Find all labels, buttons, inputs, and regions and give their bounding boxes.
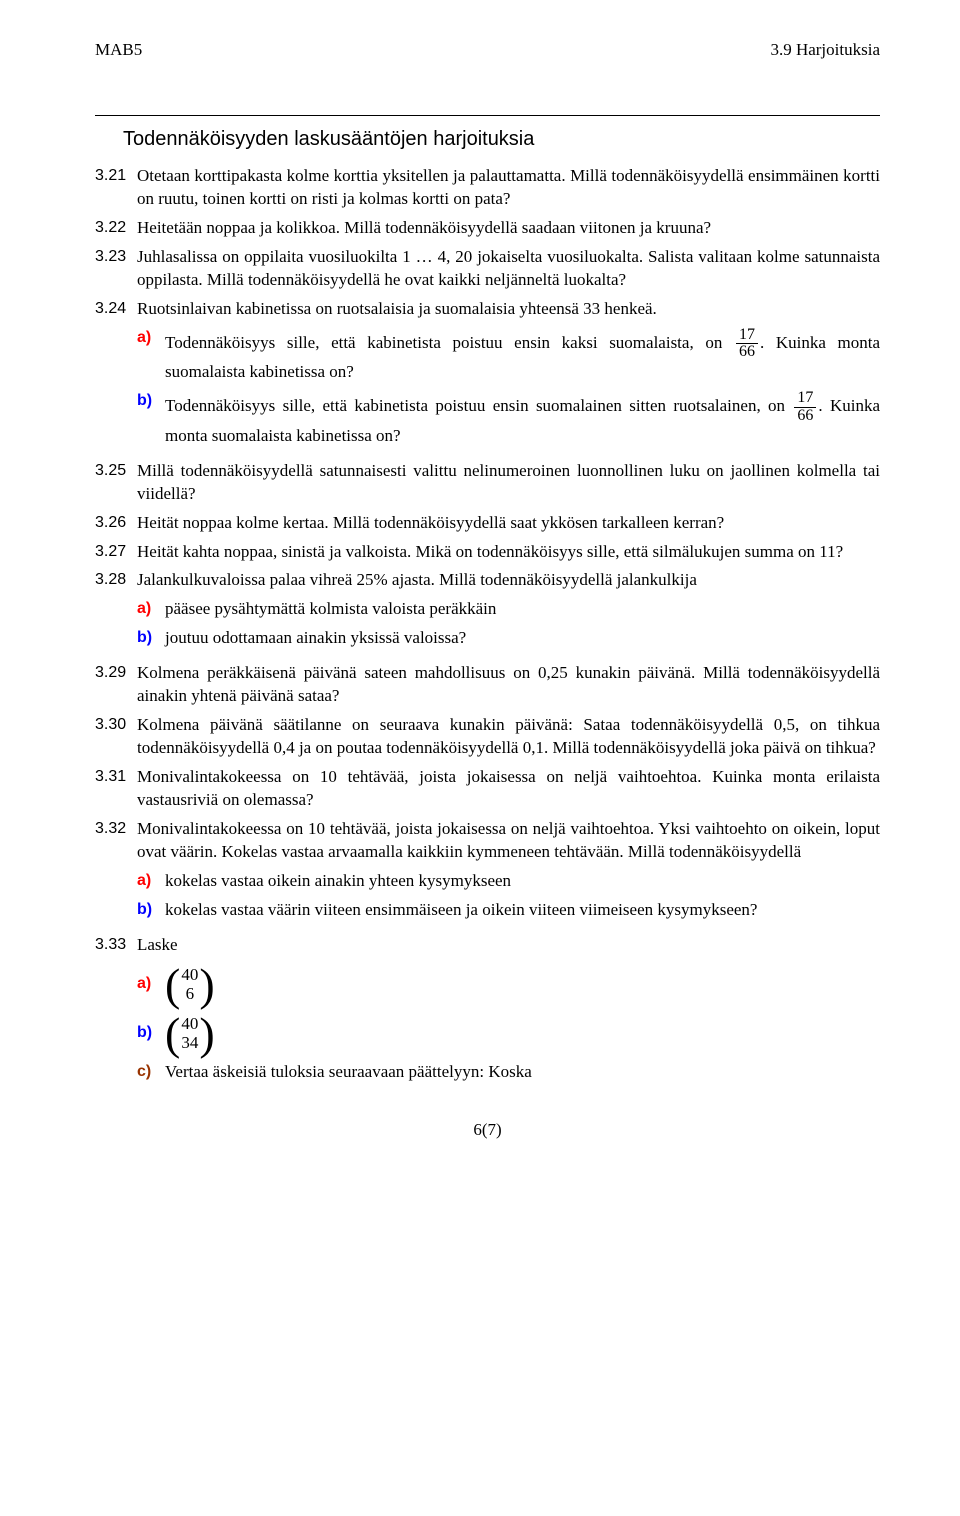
subitem-a: a) pääsee pysähtymättä kolmista valoista… xyxy=(137,598,880,621)
subitem-a: a) ( 40 6 ) xyxy=(137,963,880,1006)
section-title: Todennäköisyyden laskusääntöjen harjoitu… xyxy=(123,128,880,151)
exercise-3-31: 3.31 Monivalintakokeessa on 10 tehtävää,… xyxy=(95,766,880,812)
exercise-3-26: 3.26 Heität noppaa kolme kertaa. Millä t… xyxy=(95,512,880,535)
header-right: 3.9 Harjoituksia xyxy=(770,40,880,60)
label-b: b) xyxy=(137,899,165,921)
exercise-3-30: 3.30 Kolmena päivänä säätilanne on seura… xyxy=(95,714,880,760)
label-c: c) xyxy=(137,1061,165,1083)
binomial: ( 40 6 ) xyxy=(165,965,215,1004)
subitem-text: Vertaa äskeisiä tuloksia seuraavaan päät… xyxy=(165,1061,880,1084)
label-b: b) xyxy=(137,1022,165,1044)
exercise-body: Laske a) ( 40 6 ) xyxy=(137,934,880,1090)
exercise-3-23: 3.23 Juhlasalissa on oppilaita vuosiluok… xyxy=(95,246,880,292)
exercise-3-29: 3.29 Kolmena peräkkäisenä päivänä sateen… xyxy=(95,662,880,708)
subitem-text: kokelas vastaa väärin viiteen ensimmäise… xyxy=(165,899,880,922)
fraction: 17 66 xyxy=(736,327,758,362)
fraction: 17 66 xyxy=(794,390,816,425)
label-b: b) xyxy=(137,627,165,649)
divider xyxy=(95,115,880,116)
exercise-text: Juhlasalissa on oppilaita vuosiluokilta … xyxy=(137,246,880,292)
exercise-number: 3.31 xyxy=(95,766,137,812)
exercise-3-27: 3.27 Heität kahta noppaa, sinistä ja val… xyxy=(95,541,880,564)
subitem-text: ( 40 6 ) xyxy=(165,963,880,1006)
exercise-text: Millä todennäköisyydellä satunnaisesti v… xyxy=(137,460,880,506)
subitem-c: c) Vertaa äskeisiä tuloksia seuraavaan p… xyxy=(137,1061,880,1084)
exercise-number: 3.23 xyxy=(95,246,137,292)
subitem-b: b) joutuu odottamaan ainakin yksissä val… xyxy=(137,627,880,650)
label-a: a) xyxy=(137,870,165,892)
subitem-text: pääsee pysähtymättä kolmista valoista pe… xyxy=(165,598,880,621)
exercise-text: Monivalintakokeessa on 10 tehtävää, jois… xyxy=(137,818,880,864)
exercise-text: Otetaan korttipakasta kolme korttia yksi… xyxy=(137,165,880,211)
subitem-b: b) ( 40 34 ) xyxy=(137,1012,880,1055)
exercise-text: Laske xyxy=(137,934,880,957)
exercise-number: 3.24 xyxy=(95,298,137,454)
subitem-b: b) kokelas vastaa väärin viiteen ensimmä… xyxy=(137,899,880,922)
exercise-text: Ruotsinlaivan kabinetissa on ruotsalaisi… xyxy=(137,298,880,321)
exercise-body: Ruotsinlaivan kabinetissa on ruotsalaisi… xyxy=(137,298,880,454)
exercise-body: Jalankulkuvaloissa palaa vihreä 25% ajas… xyxy=(137,569,880,656)
exercise-3-33: 3.33 Laske a) ( 40 6 ) xyxy=(95,934,880,1090)
exercise-number: 3.27 xyxy=(95,541,137,564)
subitem-text: Todennäköisyys sille, että kabinetista p… xyxy=(165,390,880,448)
exercise-text: Heitetään noppaa ja kolikkoa. Millä tode… xyxy=(137,217,880,240)
exercise-number: 3.28 xyxy=(95,569,137,656)
subitem-a: a) kokelas vastaa oikein ainakin yhteen … xyxy=(137,870,880,893)
subitem-text: Todennäköisyys sille, että kabinetista p… xyxy=(165,327,880,385)
exercise-3-25: 3.25 Millä todennäköisyydellä satunnaise… xyxy=(95,460,880,506)
exercise-number: 3.32 xyxy=(95,818,137,928)
subitem-text: kokelas vastaa oikein ainakin yhteen kys… xyxy=(165,870,880,893)
exercise-3-21: 3.21 Otetaan korttipakasta kolme korttia… xyxy=(95,165,880,211)
exercise-3-24: 3.24 Ruotsinlaivan kabinetissa on ruotsa… xyxy=(95,298,880,454)
exercise-3-32: 3.32 Monivalintakokeessa on 10 tehtävää,… xyxy=(95,818,880,928)
label-a: a) xyxy=(137,973,165,995)
label-b: b) xyxy=(137,390,165,412)
subitem-b: b) Todennäköisyys sille, että kabinetist… xyxy=(137,390,880,448)
exercise-text: Jalankulkuvaloissa palaa vihreä 25% ajas… xyxy=(137,569,880,592)
exercise-number: 3.29 xyxy=(95,662,137,708)
exercise-number: 3.26 xyxy=(95,512,137,535)
subitem-text: joutuu odottamaan ainakin yksissä valois… xyxy=(165,627,880,650)
exercise-number: 3.33 xyxy=(95,934,137,1090)
exercise-body: Monivalintakokeessa on 10 tehtävää, jois… xyxy=(137,818,880,928)
binomial: ( 40 34 ) xyxy=(165,1014,215,1053)
page-number: 6(7) xyxy=(95,1120,880,1140)
exercise-text: Kolmena päivänä säätilanne on seuraava k… xyxy=(137,714,880,760)
label-a: a) xyxy=(137,327,165,349)
label-a: a) xyxy=(137,598,165,620)
exercise-number: 3.21 xyxy=(95,165,137,211)
exercise-number: 3.30 xyxy=(95,714,137,760)
exercise-number: 3.22 xyxy=(95,217,137,240)
exercise-text: Kolmena peräkkäisenä päivänä sateen mahd… xyxy=(137,662,880,708)
exercise-3-28: 3.28 Jalankulkuvaloissa palaa vihreä 25%… xyxy=(95,569,880,656)
exercise-text: Monivalintakokeessa on 10 tehtävää, jois… xyxy=(137,766,880,812)
subitem-text: ( 40 34 ) xyxy=(165,1012,880,1055)
exercise-number: 3.25 xyxy=(95,460,137,506)
page-header: MAB5 3.9 Harjoituksia xyxy=(95,40,880,60)
exercise-text: Heität noppaa kolme kertaa. Millä todenn… xyxy=(137,512,880,535)
exercise-3-22: 3.22 Heitetään noppaa ja kolikkoa. Millä… xyxy=(95,217,880,240)
header-left: MAB5 xyxy=(95,40,142,60)
page: MAB5 3.9 Harjoituksia Todennäköisyyden l… xyxy=(0,0,960,1180)
subitem-a: a) Todennäköisyys sille, että kabinetist… xyxy=(137,327,880,385)
exercise-text: Heität kahta noppaa, sinistä ja valkoist… xyxy=(137,541,880,564)
